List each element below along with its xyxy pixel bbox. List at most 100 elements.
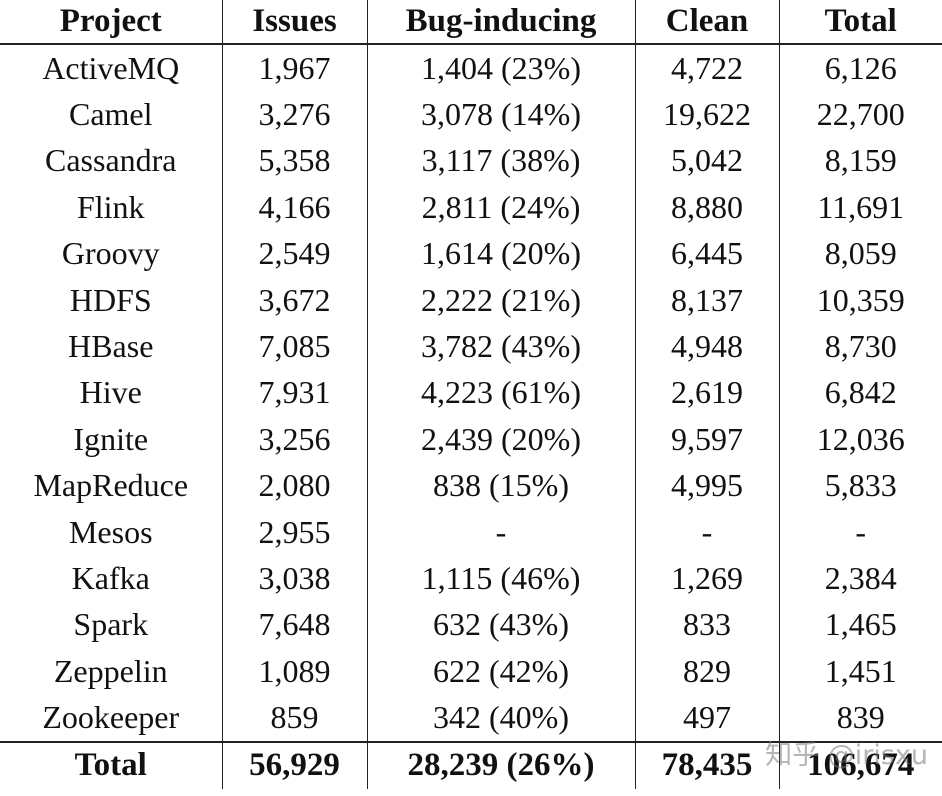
table-row: Spark 7,648 632 (43%) 833 1,465 xyxy=(0,601,942,649)
header-bug-inducing: Bug-inducing xyxy=(367,0,636,45)
cell-bug-inducing: 342 (40%) xyxy=(367,694,636,742)
table-row: MapReduce 2,080 838 (15%) 4,995 5,833 xyxy=(0,462,942,509)
cell-issues: 1,089 xyxy=(222,648,368,695)
table-row: ActiveMQ 1,967 1,404 (23%) 4,722 6,126 xyxy=(0,44,942,92)
table-row: Cassandra 5,358 3,117 (38%) 5,042 8,159 xyxy=(0,137,942,185)
cell-total: 10,359 xyxy=(816,281,905,318)
header-clean: Clean xyxy=(635,0,780,45)
total-clean: 78,435 xyxy=(635,740,780,789)
cell-total: - xyxy=(855,513,867,550)
cell-project: HDFS xyxy=(0,276,223,324)
cell-issues: 3,276 xyxy=(222,91,368,138)
cell-project: MapReduce xyxy=(0,462,223,509)
table-row: HBase 7,085 3,782 (43%) 4,948 8,730 xyxy=(0,323,942,370)
cell-clean: 6,445 xyxy=(635,230,780,277)
cell-project: ActiveMQ xyxy=(0,44,223,92)
cell-clean: 833 xyxy=(635,601,780,649)
cell-issues: 3,038 xyxy=(222,555,368,602)
cell-project: HBase xyxy=(0,323,223,370)
cell-issues: 2,080 xyxy=(222,462,368,509)
header-project: Project xyxy=(0,0,223,45)
cell-clean: 19,622 xyxy=(635,91,780,138)
cell-project: Zeppelin xyxy=(0,648,223,695)
cell-total: 1,465 xyxy=(824,606,897,643)
table-row: Ignite 3,256 2,439 (20%) 9,597 12,036 xyxy=(0,416,942,463)
cell-project: Camel xyxy=(0,91,223,138)
cell-issues: 4,166 xyxy=(222,184,368,231)
table-row: HDFS 3,672 2,222 (21%) 8,137 10,359 xyxy=(0,276,942,324)
header-issues: Issues xyxy=(222,0,368,45)
cell-project: Ignite xyxy=(0,416,223,463)
cell-issues: 3,256 xyxy=(222,416,368,463)
cell-issues: 5,358 xyxy=(222,137,368,185)
cell-issues: 7,085 xyxy=(222,323,368,370)
cell-bug-inducing: 2,222 (21%) xyxy=(367,276,636,324)
cell-clean: 8,137 xyxy=(635,276,780,324)
cell-total: 22,700 xyxy=(816,96,905,133)
cell-total: 8,730 xyxy=(824,328,897,365)
cell-issues: 1,967 xyxy=(222,44,368,92)
cell-project: Kafka xyxy=(0,555,223,602)
cell-total: 1,451 xyxy=(824,652,897,689)
cell-bug-inducing: 3,117 (38%) xyxy=(367,137,636,185)
table-row: Groovy 2,549 1,614 (20%) 6,445 8,059 xyxy=(0,230,942,277)
cell-clean: 8,880 xyxy=(635,184,780,231)
total-total: 106,674 xyxy=(779,740,942,789)
cell-bug-inducing: 632 (43%) xyxy=(367,601,636,649)
cell-clean: 2,619 xyxy=(635,369,780,417)
cell-bug-inducing: 622 (42%) xyxy=(367,648,636,695)
cell-total: 6,842 xyxy=(824,374,897,411)
total-issues: 56,929 xyxy=(222,740,368,789)
cell-total: 6,126 xyxy=(824,49,897,86)
cell-total: 12,036 xyxy=(816,420,905,457)
cell-project: Spark xyxy=(0,601,223,649)
table-row: Flink 4,166 2,811 (24%) 8,880 11,691 xyxy=(0,184,942,231)
cell-project: Cassandra xyxy=(0,137,223,185)
total-bug-inducing: 28,239 (26%) xyxy=(367,740,636,789)
cell-project: Hive xyxy=(0,369,223,417)
cell-bug-inducing: 2,811 (24%) xyxy=(367,184,636,231)
cell-issues: 859 xyxy=(222,694,368,742)
cell-bug-inducing: 4,223 (61%) xyxy=(367,369,636,417)
cell-clean: 829 xyxy=(635,648,780,695)
table-row: Zookeeper 859 342 (40%) 497 839 xyxy=(0,694,942,742)
cell-project: Mesos xyxy=(0,508,223,556)
cell-total: 839 xyxy=(836,699,885,736)
table-row: Zeppelin 1,089 622 (42%) 829 1,451 xyxy=(0,648,942,695)
table-row: Camel 3,276 3,078 (14%) 19,622 22,700 xyxy=(0,91,942,138)
cell-bug-inducing: 3,078 (14%) xyxy=(367,91,636,138)
cell-project: Groovy xyxy=(0,230,223,277)
cell-clean: 497 xyxy=(635,694,780,742)
total-label: Total xyxy=(0,740,223,789)
cell-clean: 4,948 xyxy=(635,323,780,370)
header-total: Total xyxy=(779,0,942,45)
cell-bug-inducing: 1,614 (20%) xyxy=(367,230,636,277)
cell-total: 11,691 xyxy=(817,188,905,225)
total-row: Total 56,929 28,239 (26%) 78,435 106,674 xyxy=(0,740,942,789)
cell-issues: 7,648 xyxy=(222,601,368,649)
cell-total: 8,059 xyxy=(824,235,897,272)
cell-clean: 4,995 xyxy=(635,462,780,509)
cell-clean: 4,722 xyxy=(635,44,780,92)
cell-bug-inducing: 3,782 (43%) xyxy=(367,323,636,370)
cell-bug-inducing: 1,115 (46%) xyxy=(367,555,636,602)
cell-project: Flink xyxy=(0,184,223,231)
cell-project: Zookeeper xyxy=(0,694,223,742)
cell-bug-inducing: 2,439 (20%) xyxy=(367,416,636,463)
cell-clean: 5,042 xyxy=(635,137,780,185)
cell-issues: 2,549 xyxy=(222,230,368,277)
cell-issues: 2,955 xyxy=(222,508,368,556)
cell-bug-inducing: - xyxy=(367,508,636,556)
cell-total: 5,833 xyxy=(824,467,897,504)
table-row: Hive 7,931 4,223 (61%) 2,619 6,842 xyxy=(0,369,942,417)
cell-issues: 3,672 xyxy=(222,276,368,324)
cell-total: 8,159 xyxy=(824,142,897,179)
cell-clean: - xyxy=(635,508,780,556)
cell-bug-inducing: 1,404 (23%) xyxy=(367,44,636,92)
cell-clean: 9,597 xyxy=(635,416,780,463)
cell-total: 2,384 xyxy=(824,559,897,596)
cell-clean: 1,269 xyxy=(635,555,780,602)
table-row: Mesos 2,955 - - - xyxy=(0,508,942,556)
header-row: Project Issues Bug-inducing Clean Total xyxy=(0,0,942,45)
